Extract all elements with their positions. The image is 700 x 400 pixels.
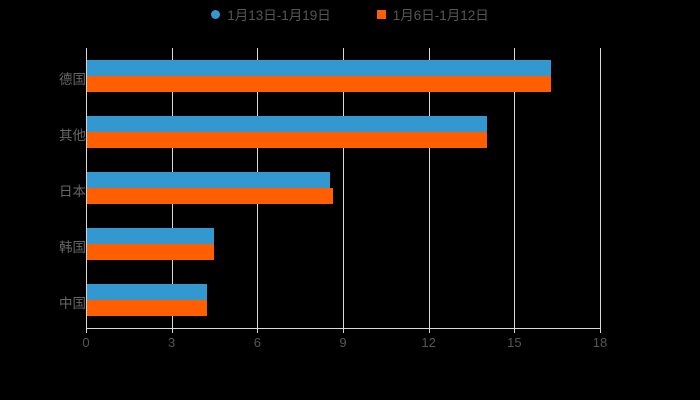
category-label-2: 日本 (59, 184, 86, 199)
legend-item-series-2[interactable]: 1月6日-1月12日 (376, 4, 489, 24)
tickmark-12 (428, 328, 430, 333)
legend-item-series-1[interactable]: 1月13日-1月19日 (211, 4, 331, 24)
bar-0-series-0[interactable] (87, 60, 552, 76)
category-label-3: 韩国 (59, 240, 86, 255)
x-tick-label-0: 0 (82, 335, 90, 350)
legend-label-series-2: 1月6日-1月12日 (392, 8, 489, 23)
gridline-12 (428, 48, 430, 328)
bar-0-series-1[interactable] (87, 76, 552, 92)
tickmark-18 (600, 328, 601, 333)
bar-4-series-1[interactable] (87, 300, 207, 316)
gridline-15 (514, 48, 516, 328)
x-tick-label-9: 9 (339, 335, 347, 350)
bar-1-series-1[interactable] (87, 132, 487, 148)
bar-3-series-1[interactable] (87, 244, 215, 260)
bar-2-series-0[interactable] (87, 172, 330, 188)
gridline-9 (343, 48, 344, 328)
bar-1-series-0[interactable] (87, 116, 487, 132)
plot-area (86, 48, 601, 333)
category-label-1: 其他 (59, 128, 86, 143)
category-label-4: 中国 (59, 296, 86, 311)
bar-2-series-1[interactable] (87, 188, 333, 204)
legend-dot-icon (211, 9, 221, 19)
gridline-18 (600, 48, 601, 328)
legend-square-icon (376, 9, 386, 19)
bar-4-series-0[interactable] (87, 284, 207, 300)
tickmark-15 (514, 328, 516, 333)
tickmark-9 (343, 328, 344, 333)
x-tick-label-6: 6 (253, 335, 261, 350)
x-tick-label-15: 15 (507, 335, 522, 350)
x-tick-label-18: 18 (592, 335, 608, 350)
tickmark-3 (171, 328, 173, 333)
tickmark-6 (257, 328, 259, 333)
legend-label-series-1: 1月13日-1月19日 (227, 8, 331, 23)
y-axis-line (86, 48, 87, 328)
x-tick-label-3: 3 (168, 335, 176, 350)
tickmark-0 (86, 328, 87, 333)
chart-legend: 1月13日-1月19日 1月6日-1月12日 (0, 4, 700, 24)
category-label-0: 德国 (59, 72, 86, 87)
x-tick-label-12: 12 (421, 335, 436, 350)
bar-3-series-0[interactable] (87, 228, 215, 244)
